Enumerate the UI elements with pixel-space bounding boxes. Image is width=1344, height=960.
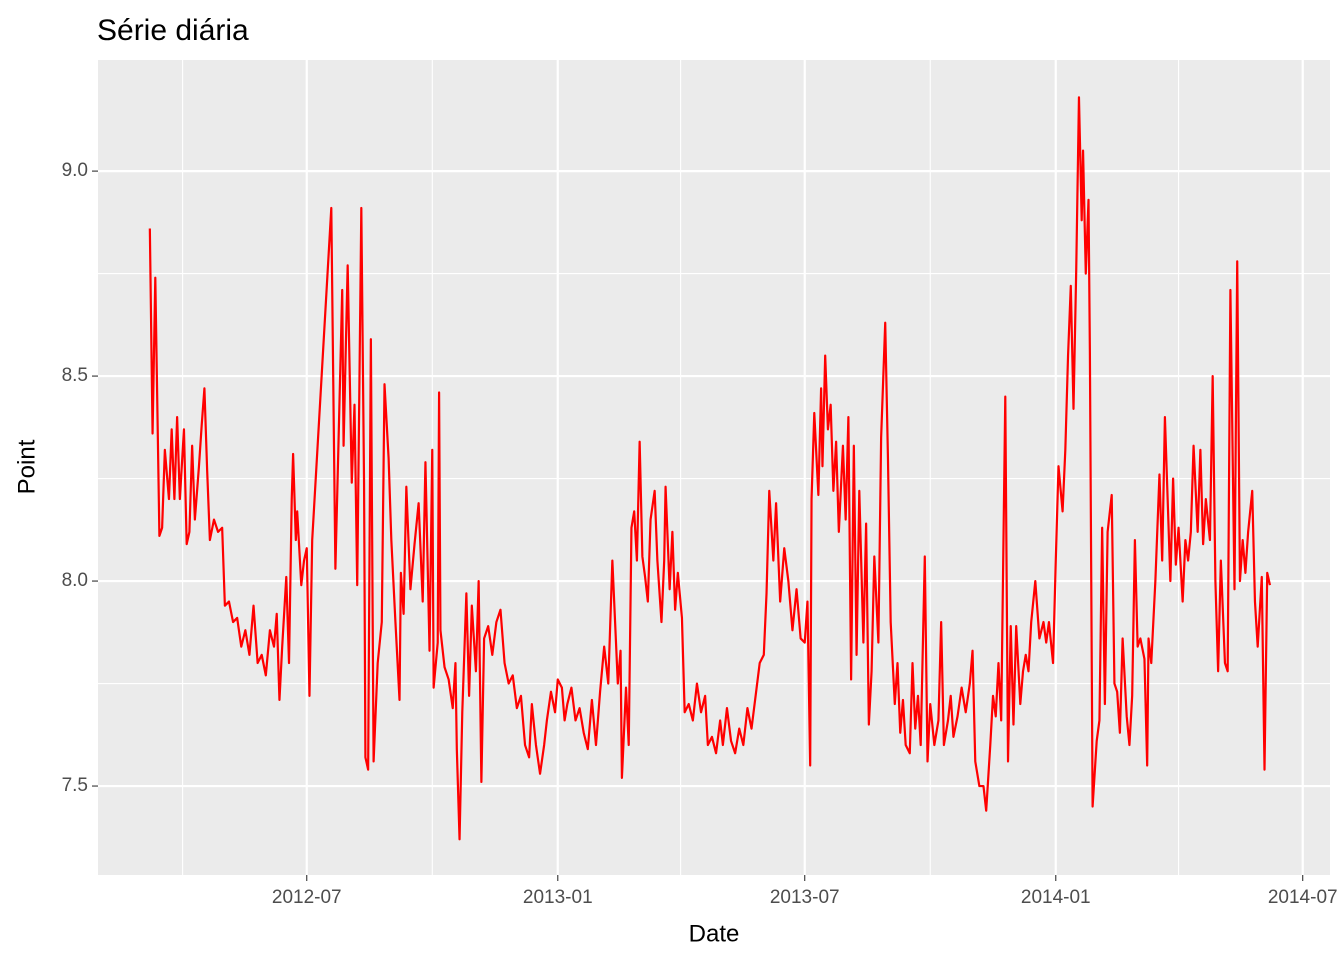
x-tick-label: 2014-01 — [1021, 887, 1091, 908]
x-axis-title: Date — [689, 920, 740, 947]
y-tick-label: 9.0 — [62, 160, 88, 181]
y-tick-label: 8.0 — [62, 570, 88, 591]
x-tick-label: 2013-07 — [770, 887, 840, 908]
y-tick-label: 8.5 — [62, 365, 88, 386]
x-tick-label: 2012-07 — [272, 887, 342, 908]
data-line — [148, 96, 1272, 841]
chart-title: Série diária — [97, 14, 249, 47]
x-tick-label: 2013-01 — [523, 887, 593, 908]
y-tick-label: 7.5 — [62, 775, 88, 796]
panel — [98, 60, 1330, 875]
x-tick-label: 2014-07 — [1268, 887, 1338, 908]
y-axis-title: Point — [13, 439, 40, 494]
